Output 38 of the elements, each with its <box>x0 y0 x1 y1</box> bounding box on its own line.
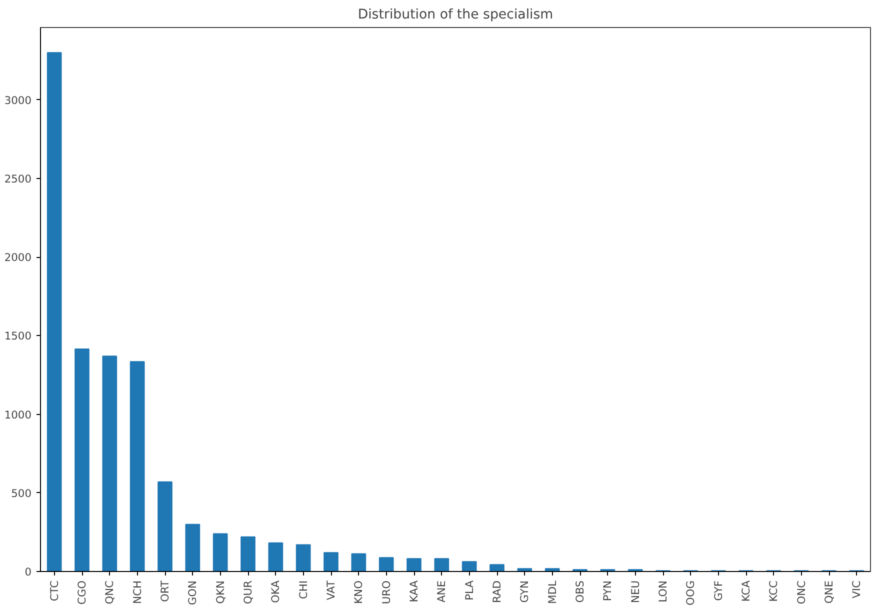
x-tick-label: ONC <box>794 580 808 604</box>
x-tick-label: QNC <box>103 580 116 604</box>
x-tick-label: CGO <box>76 580 88 605</box>
x-tick-label: CHI <box>296 580 310 600</box>
chart-title: Distribution of the specialism <box>358 8 554 22</box>
x-tick-label: ANE <box>435 580 448 602</box>
y-tick-label: 0 <box>24 566 32 578</box>
x-tick-label: KCA <box>740 580 752 602</box>
x-tick-label: GYN <box>518 580 532 603</box>
y-tick-label: 3000 <box>4 94 32 107</box>
x-tick-label: OKA <box>269 580 282 603</box>
x-tick-label: URO <box>380 580 393 604</box>
x-tick-label: KAA <box>408 580 420 602</box>
x-tick-label: NEU <box>628 580 642 604</box>
x-tick-label: ORT <box>158 580 172 602</box>
x-tick-label: OBS <box>574 580 586 603</box>
x-tick-label: PLA <box>462 580 476 600</box>
x-tick-label: RAD <box>490 580 504 603</box>
x-tick-label: LON <box>656 580 670 602</box>
x-tick-label: KCC <box>767 580 780 602</box>
x-tick-label: QUR <box>242 580 254 604</box>
x-tick-label: VIC <box>850 580 864 598</box>
x-tick-label: PYN <box>601 580 614 602</box>
y-tick-label: 1000 <box>4 408 32 422</box>
x-tick-label: GYF <box>712 580 725 601</box>
x-tick-label: CTC <box>48 580 61 602</box>
y-tick-label: 2500 <box>4 172 32 186</box>
x-tick-label: VAT <box>324 580 338 600</box>
x-tick-label: OOG <box>684 580 698 606</box>
y-tick-label: 2000 <box>4 251 32 264</box>
y-tick-label: 500 <box>11 486 32 500</box>
x-tick-label: GON <box>186 580 200 606</box>
x-tick-label: KNO <box>352 580 366 604</box>
x-tick-label: NCH <box>130 580 144 604</box>
x-tick-label: QKN <box>214 580 227 604</box>
x-tick-label: MDL <box>546 580 559 604</box>
y-tick-label: 1500 <box>4 330 32 343</box>
x-tick-label: QNE <box>822 580 836 604</box>
